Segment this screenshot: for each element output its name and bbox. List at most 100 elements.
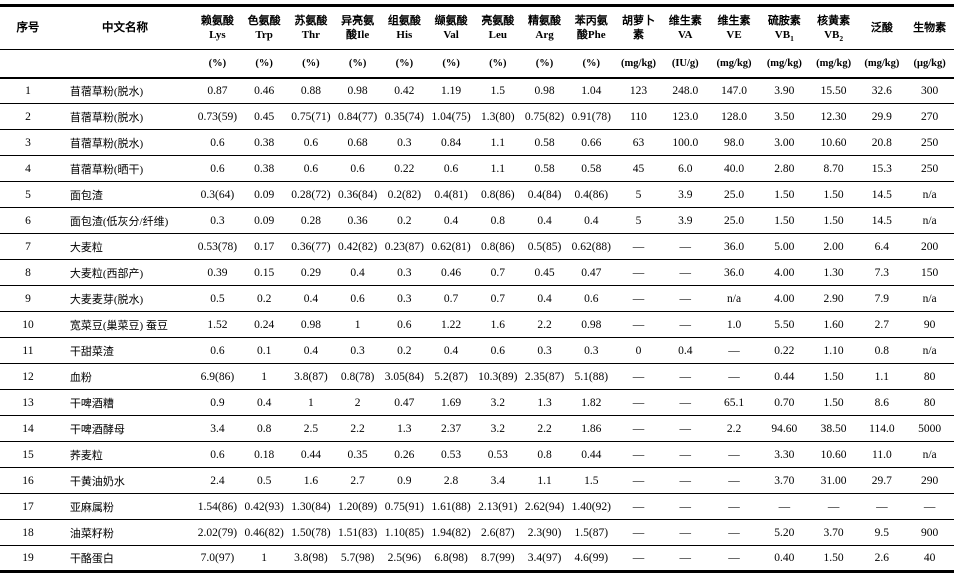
value-cell: 0.3 <box>584 344 599 357</box>
value-cell: 0.23(87) <box>384 240 424 253</box>
value-cell: 0.4 <box>678 344 693 357</box>
value-cell: 0.6 <box>490 344 505 357</box>
value-cell: 0.09 <box>254 188 275 201</box>
header-unit-cell: (mg/kg) <box>621 57 657 69</box>
value-cell: 0.88 <box>300 84 321 97</box>
value-cell: 1 <box>261 370 268 383</box>
row-serial-number: 4 <box>25 162 31 175</box>
value-cell: 0.4 <box>443 214 459 227</box>
row-serial-number: 13 <box>22 396 34 409</box>
value-cell: 2.5(96) <box>387 552 422 564</box>
value-cell: 9.5 <box>874 526 890 539</box>
header-col-Val: 缬氨酸 Val <box>434 14 468 41</box>
value-cell: 2.2 <box>537 422 552 435</box>
value-cell: 3.4(97) <box>527 552 562 564</box>
value-cell: 1.6 <box>490 318 505 331</box>
row-serial-number: 18 <box>22 526 34 539</box>
value-cell: 10.60 <box>820 136 847 149</box>
value-cell: 1.22 <box>441 318 462 331</box>
header-chinese-name: 中文名称 <box>101 21 148 34</box>
value-cell: 14.5 <box>871 188 892 201</box>
value-cell: 1.40(92) <box>571 500 611 513</box>
value-cell: n/a <box>922 214 937 227</box>
value-cell: 25.0 <box>723 214 745 227</box>
value-cell: 0.36(84) <box>337 188 378 201</box>
value-cell: — <box>632 370 645 383</box>
feed-name-cell: 干甜菜渣 <box>69 345 114 358</box>
value-cell: 1.60 <box>823 318 844 331</box>
value-cell: 0.47 <box>581 266 602 279</box>
value-cell: 0.5 <box>256 474 272 487</box>
value-cell: 0.66 <box>581 136 602 149</box>
header-unit-cell: (%) <box>489 57 507 69</box>
value-cell: — <box>632 448 645 461</box>
value-cell: — <box>632 292 645 305</box>
value-cell: 110 <box>630 110 647 123</box>
value-cell: 5.2(87) <box>434 370 468 383</box>
value-cell: 0.47 <box>394 396 415 409</box>
value-cell: 6.8(98) <box>434 552 468 564</box>
value-cell: 270 <box>920 110 939 123</box>
value-cell: 2.62(94) <box>524 500 565 513</box>
value-cell: — <box>632 266 645 279</box>
value-cell: 0.42 <box>394 84 415 97</box>
value-cell: 0.9 <box>210 396 225 409</box>
value-cell: 0.38 <box>254 162 275 175</box>
value-cell: 1 <box>261 552 268 564</box>
value-cell: 1.19 <box>441 84 462 97</box>
value-cell: 100.0 <box>672 136 699 149</box>
value-cell: 0.58 <box>581 162 602 175</box>
value-cell: 0.53 <box>441 448 462 461</box>
row-serial-number: 3 <box>25 136 31 149</box>
value-cell: 1.51(83) <box>337 526 378 539</box>
value-cell: 0.4 <box>537 292 552 305</box>
value-cell: 0.46 <box>441 266 462 279</box>
value-cell: — <box>632 552 645 564</box>
value-cell: 80 <box>923 396 936 409</box>
value-cell: 0.26 <box>394 448 415 461</box>
header-unit-cell: (%) <box>442 57 460 69</box>
header-unit-cell: (%) <box>348 57 367 69</box>
value-cell: 0.5 <box>210 292 225 305</box>
value-cell: — <box>728 526 740 539</box>
value-cell: 2.90 <box>823 292 844 305</box>
value-cell: — <box>679 552 692 564</box>
value-cell: 0.5(85) <box>527 240 562 253</box>
value-cell: — <box>632 422 645 435</box>
value-cell: 0.42(93) <box>244 500 284 513</box>
value-cell: 2.7 <box>874 318 890 331</box>
feed-name-cell: 大麦粒 <box>69 241 103 254</box>
value-cell: 0.4 <box>350 266 365 279</box>
feed-name-cell: 荞麦粒 <box>69 449 103 462</box>
value-cell: 0.4(86) <box>574 188 609 201</box>
feed-name-cell: 干黄油奶水 <box>69 475 125 488</box>
value-cell: 114.0 <box>869 422 895 435</box>
value-cell: 2.7 <box>350 474 365 487</box>
header-unit-cell: (mg/kg) <box>816 57 852 69</box>
value-cell: 1.30(84) <box>291 500 331 513</box>
table-row: 9 大麦麦芽(脱水) 0.5 0.2 0.4 0.6 0.3 0.7 0.7 0.4 0.6 — — n/… <box>0 286 954 312</box>
value-cell: 1.82 <box>581 396 602 409</box>
header-col-酸Phe: 苯丙氨 酸Phe <box>574 14 608 41</box>
value-cell: 1.5(87) <box>574 526 609 539</box>
value-cell: 15.50 <box>820 84 847 97</box>
value-cell: 31.00 <box>820 474 847 487</box>
value-cell: 1.61(88) <box>431 500 471 513</box>
header-col-酸Ile: 异亮氨 酸Ile <box>341 14 375 41</box>
header-col-Trp: 色氨酸 Trp <box>247 14 281 41</box>
value-cell: 0.1 <box>256 344 272 357</box>
value-cell: 0.6 <box>210 448 225 461</box>
header-unit-cell: (%) <box>302 57 320 69</box>
value-cell: 5000 <box>918 422 942 435</box>
header-unit-cell: (mg/kg) <box>716 57 752 69</box>
value-cell: 36.0 <box>723 266 745 279</box>
value-cell: 0.22 <box>774 344 795 357</box>
value-cell: 0.35 <box>347 448 368 461</box>
value-cell: 4.6(99) <box>574 552 609 564</box>
value-cell: 0.75(71) <box>291 110 331 123</box>
header-unit-cell: (mg/kg) <box>766 57 802 69</box>
value-cell: — <box>827 500 840 513</box>
table-row: 13 干啤酒糟 0.9 0.4 1 2 0.47 1.69 3.2 1.3 1.82 — — 65.1 0.… <box>0 390 954 416</box>
value-cell: 0.09 <box>254 214 275 227</box>
